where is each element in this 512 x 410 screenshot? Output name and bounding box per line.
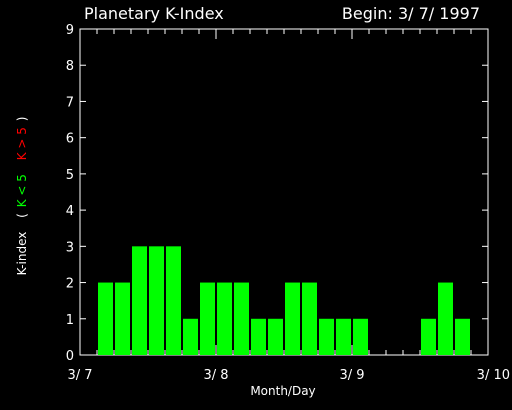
begin-date-label: Begin: 3/ 7/ 1997 — [342, 4, 480, 23]
x-tick-label: 3/ 8 — [203, 368, 228, 383]
y-axis-label-main: K-index — [15, 232, 29, 276]
k-index-bar — [200, 282, 215, 355]
k-index-bar — [336, 318, 351, 355]
k-index-bar — [166, 246, 181, 355]
k-index-bar — [132, 246, 147, 355]
k-index-bar — [115, 282, 130, 355]
y-tick-label: 8 — [66, 59, 74, 74]
x-tick-label: 3/ 9 — [339, 368, 364, 383]
k-index-bar — [268, 318, 283, 355]
y-axis-label-close-paren: ) — [15, 117, 29, 122]
y-tick-label: 5 — [66, 168, 74, 183]
x-tick-label: 3/ 10 — [477, 368, 510, 383]
k-index-bar — [438, 282, 453, 355]
k-index-bar — [319, 318, 334, 355]
k-index-bar — [234, 282, 249, 355]
k-index-bar — [149, 246, 164, 355]
k-index-bar — [302, 282, 317, 355]
y-tick-label: 1 — [66, 313, 74, 328]
y-tick-label: 0 — [66, 349, 74, 364]
k-index-bar — [217, 282, 232, 355]
k-index-bar — [421, 318, 436, 355]
k-index-bar — [98, 282, 113, 355]
x-axis-label: Month/Day — [250, 384, 315, 398]
y-axis-label: K-index ( K < 5 K > 5 ) — [15, 117, 29, 276]
y-axis-label-quiet: K < 5 — [15, 174, 29, 207]
k-index-bar — [353, 318, 368, 355]
y-tick-label: 7 — [66, 95, 74, 110]
y-axis-label-storm: K > 5 — [15, 127, 29, 160]
y-axis: 0 1 2 3 4 5 6 7 8 9 — [66, 23, 488, 364]
chart-title: Planetary K-Index — [84, 4, 224, 23]
k-index-bar — [183, 318, 198, 355]
y-tick-label: 9 — [66, 23, 74, 38]
x-axis: 3/ 7 3/ 8 3/ 9 3/ 10 — [67, 29, 510, 383]
y-axis-label-open-paren: ( — [15, 213, 29, 218]
k-index-bar — [251, 318, 266, 355]
y-tick-label: 2 — [66, 277, 74, 292]
y-tick-label: 4 — [66, 204, 74, 219]
y-tick-label: 3 — [66, 240, 74, 255]
x-tick-label: 3/ 7 — [67, 368, 92, 383]
bar-group — [98, 246, 470, 355]
y-tick-label: 6 — [66, 132, 74, 147]
k-index-bar — [285, 282, 300, 355]
k-index-bar — [455, 318, 470, 355]
